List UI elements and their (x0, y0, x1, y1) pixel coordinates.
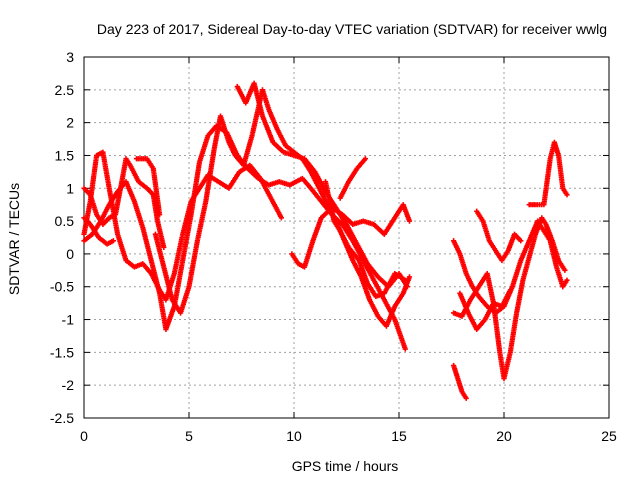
series-arc-j (451, 362, 469, 401)
data-point (463, 395, 469, 401)
data-point (362, 156, 368, 162)
y-tick-label: 1.5 (55, 147, 75, 163)
y-tick-label: -2.5 (50, 410, 74, 426)
x-tick-label: 0 (80, 428, 88, 444)
x-tick-label: 10 (286, 428, 302, 444)
data-markers (81, 80, 570, 401)
axis-ticks: 0 5 10 15 20 25 -2.5 -2 -1.5 -1 -0.5 0 0.5 1 1.5 2 2.5 3 (50, 49, 617, 444)
data-point (406, 218, 413, 224)
data-point (402, 346, 408, 352)
x-tick-label: 25 (601, 428, 617, 444)
x-tick-label: 5 (185, 428, 193, 444)
x-axis-label: GPS time / hours (292, 458, 399, 474)
y-tick-label: -1 (62, 312, 75, 328)
y-tick-label: 0.5 (55, 213, 75, 229)
series-arc-o (526, 139, 570, 208)
data-point (564, 192, 570, 198)
data-point (402, 277, 408, 283)
data-point (406, 274, 413, 280)
series-arc-d (152, 87, 413, 329)
y-tick-label: 2.5 (55, 82, 75, 98)
series-arc-e (133, 156, 163, 218)
series-arc-i (337, 156, 368, 201)
y-tick-label: 3 (66, 49, 74, 65)
series-arc-m (474, 208, 524, 264)
x-tick-label: 20 (496, 428, 512, 444)
y-tick-label: 0 (66, 246, 74, 262)
plot-frame (83, 56, 610, 419)
y-axis-label: SDTVAR / TECUs (6, 183, 22, 295)
series-arc-b (81, 149, 284, 303)
data-point (161, 244, 167, 250)
data-point (157, 211, 163, 218)
y-tick-label: 1 (66, 180, 74, 196)
y-tick-label: -0.5 (50, 279, 74, 295)
series-arc-n (457, 287, 513, 332)
y-tick-label: -1.5 (50, 344, 74, 360)
y-tick-label: 2 (66, 115, 74, 131)
series-arc-p (81, 215, 116, 247)
data-point (564, 277, 570, 283)
data-point (278, 215, 284, 221)
data-point (404, 284, 410, 290)
chart-title: Day 223 of 2017, Sidereal Day-to-day VTE… (97, 21, 607, 37)
data-point (518, 238, 524, 244)
series-arc-c (81, 156, 167, 250)
series-arc-f (234, 80, 410, 290)
data-point (562, 267, 568, 273)
series-arc-l (451, 215, 568, 382)
data-point (110, 238, 116, 244)
x-tick-label: 15 (391, 428, 407, 444)
data-point (507, 287, 513, 293)
y-tick-label: -2 (62, 377, 75, 393)
series-arc-h (322, 179, 408, 300)
